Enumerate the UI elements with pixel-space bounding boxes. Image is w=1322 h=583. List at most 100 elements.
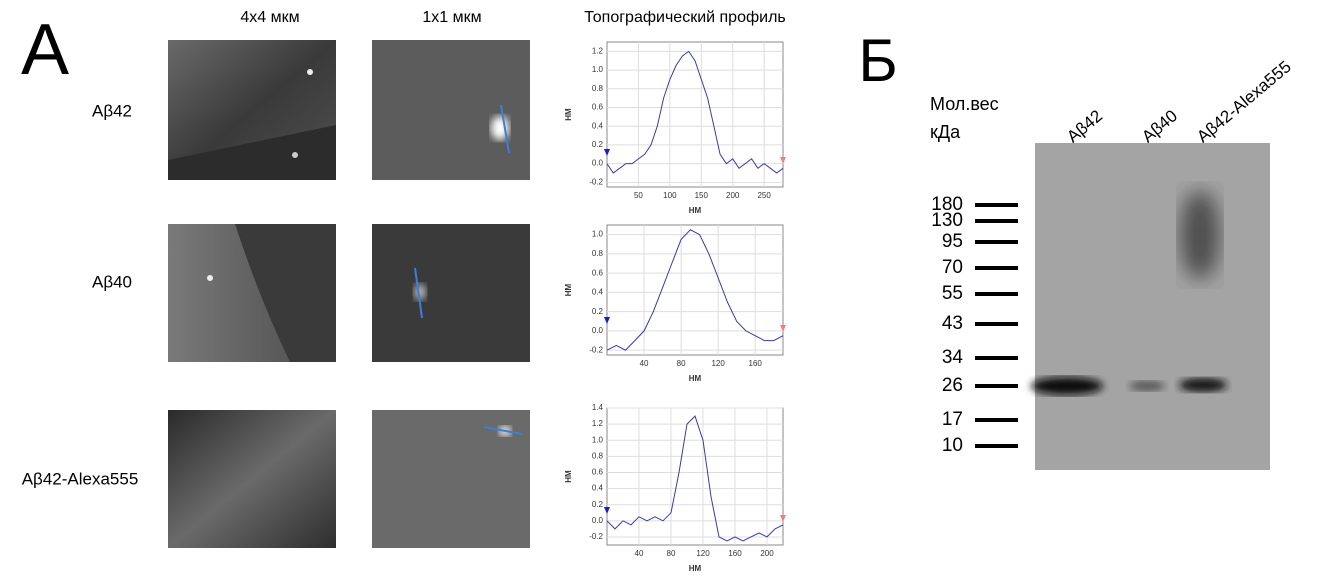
y-axis-label: НМ (564, 108, 573, 121)
y-tick-label: 0.2 (592, 500, 604, 509)
panel-label: А (21, 10, 69, 90)
y-tick-label: -0.2 (589, 177, 603, 186)
blot-band (1129, 381, 1165, 391)
blot (1035, 143, 1270, 470)
lane-label: Aβ40 (1138, 106, 1181, 146)
x-tick-label: 80 (677, 359, 686, 368)
y-tick-label: 0.4 (592, 288, 604, 297)
x-axis-label: НМ (689, 206, 702, 215)
profile-line (500, 104, 510, 154)
y-tick-label: 0.6 (592, 103, 604, 112)
x-tick-label: 100 (663, 191, 677, 200)
y-tick-label: 0.2 (592, 307, 604, 316)
end-marker (780, 515, 786, 522)
start-marker (604, 507, 610, 514)
x-tick-label: 40 (640, 359, 649, 368)
afm-particle (292, 152, 298, 158)
y-tick-label: 0.6 (592, 268, 604, 277)
y-tick-label: 0.8 (592, 84, 604, 93)
y-tick-label: 0.6 (592, 468, 604, 477)
x-tick-label: 120 (696, 549, 710, 558)
panel-label: Б (858, 27, 897, 94)
profile-line (606, 50, 784, 174)
y-tick-label: 1.0 (592, 230, 604, 239)
x-tick-label: 200 (760, 549, 774, 558)
afm-image (168, 410, 336, 548)
start-marker (604, 317, 610, 324)
blot-band (1031, 377, 1103, 395)
y-axis-label: НМ (564, 283, 573, 296)
afm-particle (207, 275, 213, 281)
x-tick-label: 50 (634, 191, 643, 200)
x-tick-label: 150 (695, 191, 709, 200)
marker-label: 180 (931, 194, 963, 215)
plot-area (606, 224, 784, 356)
profile-line (483, 426, 523, 435)
profile-line (606, 229, 784, 351)
mw-title: Мол.вес (930, 94, 999, 114)
x-tick-label: 250 (757, 191, 771, 200)
marker-label: 43 (942, 313, 963, 334)
x-tick-label: 160 (749, 359, 763, 368)
x-tick-label: 200 (726, 191, 740, 200)
mw-unit: кДа (930, 122, 961, 142)
y-tick-label: 0.0 (592, 516, 604, 525)
x-tick-label: 120 (711, 359, 725, 368)
x-axis-label: НМ (689, 564, 702, 573)
x-axis-label: НМ (689, 374, 702, 383)
column-header: 1x1 мкм (422, 9, 481, 26)
lane-label: Aβ42 (1063, 106, 1106, 146)
marker-label: 17 (942, 409, 963, 430)
y-tick-label: 0.4 (592, 484, 604, 493)
profile-line (414, 267, 423, 319)
afm-terrace (235, 224, 336, 362)
lane-label: Aβ42-Alexa555 (1193, 57, 1295, 146)
x-tick-label: 80 (667, 549, 676, 558)
profile-line (606, 415, 784, 542)
marker-label: 130 (931, 210, 963, 231)
y-tick-label: 0.8 (592, 249, 604, 258)
y-tick-label: 1.0 (592, 65, 604, 74)
end-marker (780, 325, 786, 332)
y-tick-label: 0.8 (592, 451, 604, 460)
x-tick-label: 40 (635, 549, 644, 558)
x-tick-label: 160 (728, 549, 742, 558)
y-tick-label: 1.4 (592, 403, 604, 412)
y-tick-label: 1.2 (592, 46, 604, 55)
marker-label: 26 (942, 375, 963, 396)
y-tick-label: 0.0 (592, 326, 604, 335)
y-tick-label: 1.0 (592, 435, 604, 444)
start-marker (604, 149, 610, 156)
y-tick-label: -0.2 (589, 532, 603, 541)
column-header: Топографический профиль (584, 9, 786, 26)
y-axis-label: НМ (564, 470, 573, 483)
y-tick-label: 0.4 (592, 121, 604, 130)
afm-terrace (168, 125, 336, 180)
afm-images (168, 40, 530, 548)
y-tick-label: -0.2 (589, 345, 603, 354)
row-label: Aβ42-Alexa555 (22, 469, 139, 488)
y-tick-label: 1.2 (592, 419, 604, 428)
marker-label: 10 (942, 435, 963, 456)
row-label: Aβ42 (92, 101, 132, 120)
plot-area (606, 41, 784, 188)
afm-image (372, 224, 530, 362)
profile-charts: -0.2 0.0 0.2 0.4 0.6 0.8 1.0 1.2 50 100 150 200 250 Н… (564, 41, 786, 573)
y-tick-label: 0.0 (592, 159, 604, 168)
marker-label: 34 (942, 347, 964, 368)
afm-particle (307, 69, 313, 75)
blot-band (1179, 378, 1227, 392)
marker-label: 70 (942, 257, 963, 278)
row-label: Aβ40 (92, 272, 132, 291)
plot-area (606, 407, 784, 546)
afm-image (372, 40, 530, 180)
marker-label: 55 (942, 283, 963, 304)
marker-label: 95 (942, 231, 963, 252)
blot-smear (1180, 190, 1220, 280)
end-marker (780, 157, 786, 164)
y-tick-label: 0.2 (592, 140, 604, 149)
column-header: 4x4 мкм (240, 9, 299, 26)
